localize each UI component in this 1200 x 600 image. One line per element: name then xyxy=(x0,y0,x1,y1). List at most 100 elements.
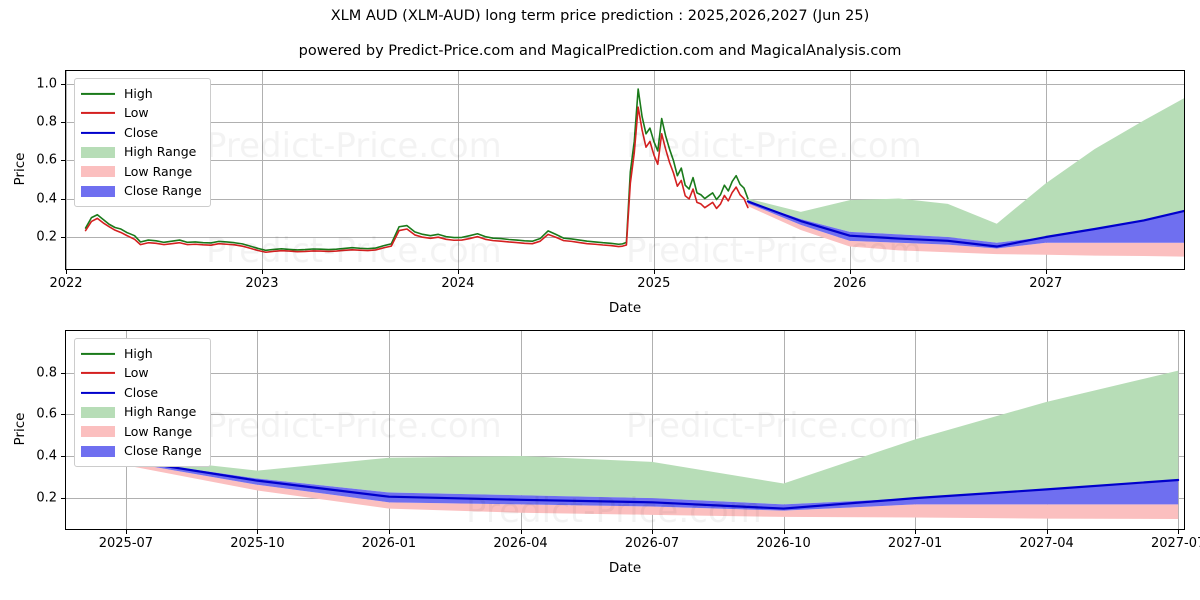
x-axis-tick-label: 2026-07 xyxy=(624,536,680,551)
gridline-vertical xyxy=(915,331,916,529)
x-axis-tick-mark xyxy=(654,270,655,274)
y-axis-label: Price xyxy=(12,152,28,186)
gridline-horizontal xyxy=(66,84,1184,85)
legend-item-high-range[interactable]: High Range xyxy=(81,403,202,423)
gridline-vertical xyxy=(262,71,263,269)
gridline-vertical xyxy=(521,331,522,529)
y-axis-tick-mark xyxy=(61,498,65,499)
legend-item-label: Low xyxy=(124,105,149,120)
x-axis-tick-mark xyxy=(126,530,127,534)
x-axis-tick-mark xyxy=(521,530,522,534)
legend-swatch-line-icon xyxy=(81,127,115,138)
legend-swatch-patch-icon xyxy=(81,426,115,438)
chart-legend[interactable]: High Low Close High Range Low Range Close Ran… xyxy=(74,338,211,467)
legend-item-close-range[interactable]: Close Range xyxy=(81,182,202,202)
low-range-band xyxy=(115,460,1179,519)
legend-swatch-line-icon xyxy=(81,387,115,398)
x-axis-tick-label: 2027-01 xyxy=(887,536,943,551)
y-axis-tick-label: 0.8 xyxy=(36,114,57,130)
legend-item-high-range[interactable]: High Range xyxy=(81,143,202,163)
low-history-line xyxy=(84,106,749,254)
gridline-horizontal xyxy=(66,456,1184,457)
legend-item-high[interactable]: High xyxy=(81,344,202,364)
y-axis-tick-label: 0.2 xyxy=(36,229,57,245)
x-axis-tick-label: 2026-01 xyxy=(361,536,417,551)
legend-swatch-patch-icon xyxy=(81,166,115,178)
legend-swatch-line-icon xyxy=(81,88,115,99)
legend-item-close-range[interactable]: Close Range xyxy=(81,442,202,462)
y-axis-tick-mark xyxy=(61,237,65,238)
chart-title: XLM AUD (XLM-AUD) long term price predic… xyxy=(330,8,870,24)
y-axis-tick-mark xyxy=(61,122,65,123)
gridline-vertical xyxy=(257,331,258,529)
legend-swatch-patch-icon xyxy=(81,185,115,197)
legend-item-close[interactable]: Close xyxy=(81,123,202,143)
gridline-vertical xyxy=(458,71,459,269)
legend-item-label: Close xyxy=(124,124,159,140)
legend-swatch-patch-icon xyxy=(81,406,115,418)
x-axis-tick-mark xyxy=(1047,530,1048,534)
legend-swatch-line-icon xyxy=(81,108,115,119)
gridline-horizontal xyxy=(66,414,1184,415)
legend-item-low-range[interactable]: Low Range xyxy=(81,162,202,182)
legend-item-label: Low xyxy=(124,365,149,380)
legend-item-label: Low Range xyxy=(124,423,193,439)
gridline-vertical xyxy=(850,71,851,269)
chart-subtitle: powered by Predict-Price.com and Magical… xyxy=(298,43,902,59)
gridline-horizontal xyxy=(66,122,1184,123)
y-axis-tick-mark xyxy=(61,414,65,415)
x-axis-tick-label: 2027 xyxy=(1029,276,1063,291)
gridline-horizontal xyxy=(66,160,1184,161)
legend-item-label: High xyxy=(124,85,153,101)
chart-legend[interactable]: High Low Close High Range Low Range Close Ran… xyxy=(74,78,211,207)
y-axis-tick-mark xyxy=(61,160,65,161)
legend-item-high[interactable]: High xyxy=(81,84,202,104)
gridline-horizontal xyxy=(66,237,1184,238)
legend-item-close[interactable]: Close xyxy=(81,383,202,403)
x-axis-label: Date xyxy=(608,560,642,576)
x-axis-tick-label: 2025-10 xyxy=(230,536,285,551)
high-history-line xyxy=(84,88,749,252)
y-axis-label: Price xyxy=(12,412,28,446)
x-axis-tick-label: 2027-04 xyxy=(1019,536,1074,551)
top-chart-plot-area: Predict-Price.comPredict-Price.comPredic… xyxy=(65,70,1185,270)
low-range-band xyxy=(747,203,1184,257)
x-axis-tick-mark xyxy=(458,270,459,274)
x-axis-tick-mark xyxy=(850,270,851,274)
legend-item-label: Low Range xyxy=(124,163,193,179)
x-axis-tick-mark xyxy=(257,530,258,534)
x-axis-tick-mark xyxy=(1178,530,1179,534)
x-axis-tick-label: 2027-07 xyxy=(1150,536,1200,551)
legend-swatch-line-icon xyxy=(81,368,115,379)
x-axis-tick-label: 2025-07 xyxy=(98,536,154,551)
y-axis-tick-label: 0.8 xyxy=(36,365,57,381)
y-axis-tick-label: 0.6 xyxy=(36,152,57,168)
legend-item-label: High Range xyxy=(124,404,197,419)
x-axis-tick-label: 2025 xyxy=(637,276,671,291)
legend-item-label: High Range xyxy=(124,144,197,159)
gridline-vertical xyxy=(1178,331,1179,529)
x-axis-tick-label: 2026-04 xyxy=(493,536,548,551)
legend-item-label: High xyxy=(124,345,153,361)
legend-swatch-patch-icon xyxy=(81,146,115,158)
x-axis-tick-label: 2023 xyxy=(245,276,279,291)
x-axis-label: Date xyxy=(608,300,642,316)
high-range-band xyxy=(115,370,1179,505)
x-axis-tick-mark xyxy=(784,530,785,534)
y-axis-tick-mark xyxy=(61,199,65,200)
gridline-vertical xyxy=(1046,71,1047,269)
x-axis-tick-mark xyxy=(1046,270,1047,274)
legend-item-low[interactable]: Low xyxy=(81,104,202,124)
y-axis-tick-label: 1.0 xyxy=(36,76,57,92)
x-axis-tick-mark xyxy=(652,530,653,534)
close-forecast-line xyxy=(114,457,1180,510)
y-axis-tick-mark xyxy=(61,456,65,457)
y-axis-tick-mark xyxy=(61,84,65,85)
data-layer xyxy=(84,88,1184,257)
x-axis-tick-label: 2026 xyxy=(833,276,867,291)
legend-item-label: Close Range xyxy=(124,443,202,458)
legend-item-low-range[interactable]: Low Range xyxy=(81,422,202,442)
legend-item-low[interactable]: Low xyxy=(81,364,202,384)
legend-item-label: Close xyxy=(124,384,159,400)
gridline-vertical xyxy=(654,71,655,269)
